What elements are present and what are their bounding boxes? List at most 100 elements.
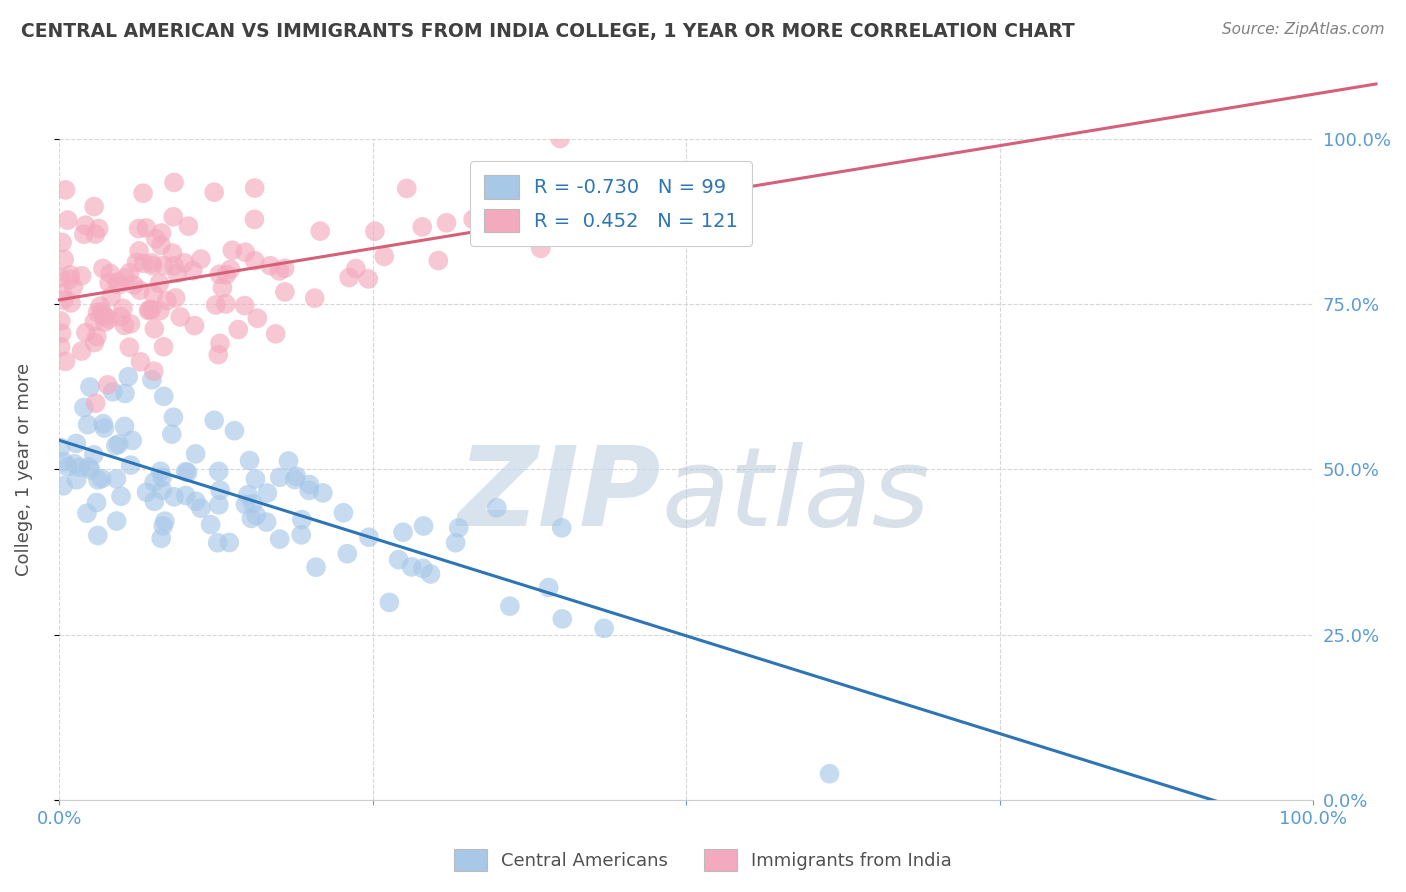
Point: [105, 514, 128, 528]
Point: [121, 434, 143, 448]
Point: [284, 473, 307, 487]
Point: [256, 515, 278, 529]
Point: [49, 270, 72, 285]
Point: [128, 283, 150, 297]
Point: [183, 318, 205, 333]
Point: [98, 266, 121, 280]
Point: [56, 459, 79, 474]
Point: [107, 437, 129, 451]
Point: [152, 389, 174, 403]
Point: [49, 441, 72, 455]
Point: [412, 519, 434, 533]
Point: [304, 291, 326, 305]
Point: [233, 245, 256, 260]
Point: [412, 561, 434, 575]
Point: [142, 364, 165, 378]
Point: [141, 302, 163, 317]
Point: [235, 498, 257, 512]
Point: [143, 494, 166, 508]
Point: [143, 322, 166, 336]
Point: [419, 566, 441, 581]
Point: [411, 219, 433, 234]
Point: [90, 305, 112, 319]
Point: [141, 373, 163, 387]
Point: [65, 436, 87, 450]
Point: [63, 457, 86, 471]
Point: [208, 267, 231, 281]
Point: [207, 535, 229, 549]
Point: [291, 513, 314, 527]
Point: [142, 259, 165, 273]
Point: [208, 464, 231, 478]
Point: [245, 508, 267, 523]
Point: [62, 280, 84, 294]
Point: [401, 560, 423, 574]
Point: [173, 256, 195, 270]
Point: [79, 380, 101, 394]
Point: [129, 355, 152, 369]
Point: [104, 439, 127, 453]
Point: [200, 517, 222, 532]
Point: [373, 249, 395, 263]
Point: [309, 224, 332, 238]
Point: [190, 501, 212, 516]
Text: atlas: atlas: [661, 442, 929, 549]
Point: [174, 488, 197, 502]
Point: [52, 479, 75, 493]
Point: [110, 310, 132, 324]
Point: [152, 340, 174, 354]
Point: [273, 261, 295, 276]
Point: [148, 277, 170, 291]
Point: [145, 232, 167, 246]
Point: [269, 264, 291, 278]
Point: [530, 241, 553, 255]
Point: [128, 221, 150, 235]
Point: [111, 301, 134, 316]
Point: [162, 410, 184, 425]
Point: [51, 286, 73, 301]
Point: [135, 485, 157, 500]
Point: [162, 210, 184, 224]
Point: [219, 262, 242, 277]
Point: [150, 226, 173, 240]
Point: [221, 244, 243, 258]
Point: [236, 488, 259, 502]
Point: [395, 181, 418, 195]
Point: [364, 224, 387, 238]
Point: [269, 470, 291, 484]
Point: [163, 175, 186, 189]
Point: [112, 318, 135, 333]
Point: [55, 354, 77, 368]
Point: [274, 285, 297, 299]
Point: [135, 221, 157, 235]
Point: [149, 464, 172, 478]
Point: [548, 131, 571, 145]
Point: [240, 511, 263, 525]
Point: [204, 298, 226, 312]
Point: [91, 417, 114, 431]
Legend: R = -0.730   N = 99, R =  0.452   N = 121: R = -0.730 N = 99, R = 0.452 N = 121: [470, 161, 752, 246]
Point: [277, 454, 299, 468]
Point: [243, 212, 266, 227]
Point: [132, 256, 155, 270]
Point: [120, 458, 142, 472]
Point: [163, 259, 186, 273]
Point: [150, 238, 173, 252]
Point: [142, 287, 165, 301]
Point: [94, 310, 117, 324]
Point: [208, 498, 231, 512]
Point: [160, 427, 183, 442]
Point: [73, 401, 96, 415]
Y-axis label: College, 1 year or more: College, 1 year or more: [15, 363, 32, 576]
Point: [83, 315, 105, 329]
Point: [162, 246, 184, 260]
Point: [226, 322, 249, 336]
Point: [150, 483, 173, 497]
Point: [86, 305, 108, 319]
Point: [208, 336, 231, 351]
Point: [87, 221, 110, 235]
Point: [537, 581, 560, 595]
Point: [163, 490, 186, 504]
Point: [392, 525, 415, 540]
Point: [485, 500, 508, 515]
